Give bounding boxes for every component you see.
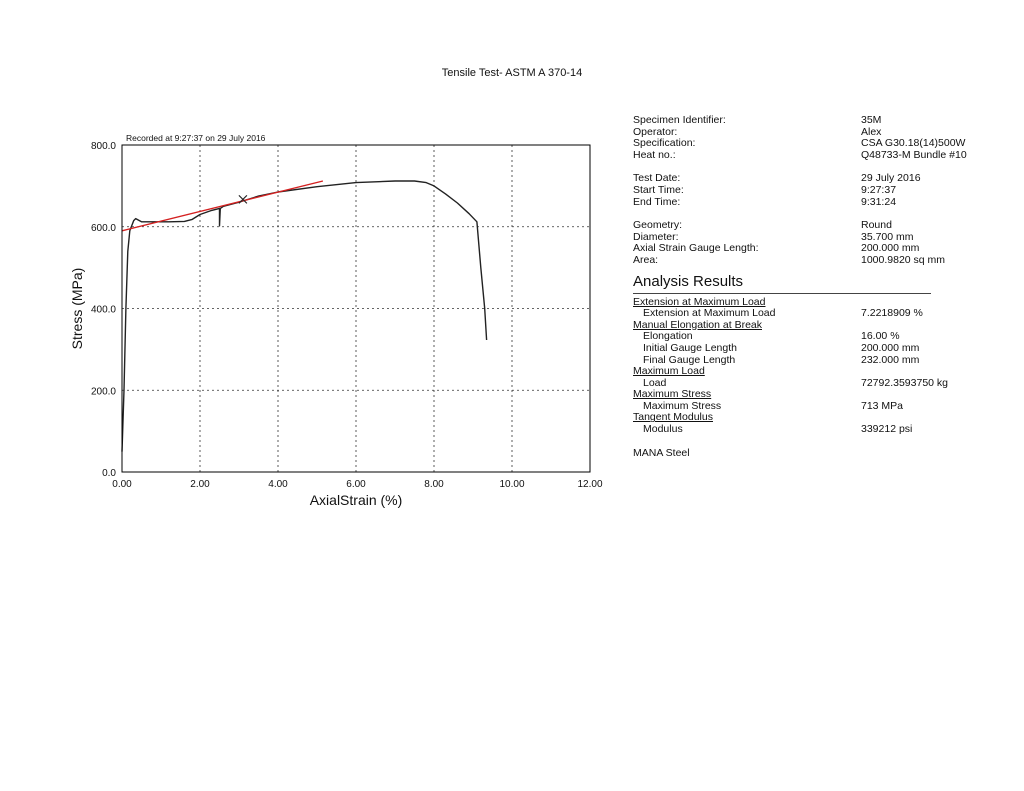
info-value: 200.000 mm	[861, 242, 920, 255]
y-tick-label: 200.0	[91, 386, 116, 397]
info-value: 1000.9820 sq mm	[861, 253, 946, 266]
info-label: End Time:	[633, 195, 681, 208]
analysis-value: 72792.3593750 kg	[861, 376, 948, 389]
analysis-value: 713 MPa	[861, 399, 904, 412]
analysis-group-title: Tangent Modulus	[633, 411, 713, 424]
x-tick-label: 12.00	[577, 479, 602, 490]
analysis-row: Final Gauge Length 232.000 mm	[633, 353, 993, 367]
x-tick-label: 4.00	[268, 479, 288, 490]
x-tick-label: 6.00	[346, 479, 366, 490]
series-line-1	[121, 180, 324, 232]
y-axis-label: Stress (MPa)	[69, 268, 85, 350]
specimen-block: Specimen Identifier: 35M Operator: Alex Spec…	[633, 114, 993, 162]
info-label: Operator:	[633, 125, 678, 138]
info-value: 9:31:24	[861, 195, 897, 208]
analysis-row: Load 72792.3593750 kg	[633, 376, 993, 390]
info-row: Area: 1000.9820 sq mm	[633, 253, 993, 267]
analysis-group-title: Maximum Load	[633, 365, 705, 378]
info-row: Specification: CSA G30.18(14)500W	[633, 138, 993, 150]
info-label: Start Time:	[633, 183, 684, 196]
plot-frame	[121, 144, 591, 473]
x-tick-label: 2.00	[190, 479, 210, 490]
info-row: Axial Strain Gauge Length: 200.000 mm	[633, 243, 993, 255]
analysis-row: Extension at Maximum Load 7.2218909 %	[633, 308, 993, 320]
x-tick-label: 10.00	[499, 479, 524, 490]
y-tick-label: 0.0	[102, 468, 116, 479]
analysis-row: Modulus 339212 psi	[633, 423, 993, 436]
info-label: Heat no.:	[633, 148, 676, 161]
info-label: Test Date:	[633, 172, 681, 185]
info-label: Geometry:	[633, 219, 683, 232]
y-tick-label: 800.0	[91, 141, 116, 152]
info-row: Heat no.: Q48733-M Bundle #10	[633, 148, 993, 162]
analysis-row: Elongation 16.00 %	[633, 331, 993, 343]
analysis-label: Final Gauge Length	[643, 353, 736, 366]
analysis-label: Elongation	[643, 330, 693, 343]
info-value: Round	[861, 219, 892, 232]
info-row: Test Date: 29 July 2016	[633, 173, 993, 185]
analysis-value: 232.000 mm	[861, 353, 920, 366]
info-value: Q48733-M Bundle #10	[861, 148, 967, 161]
analysis-group-title: Maximum Stress	[633, 388, 712, 401]
analysis-heading: Analysis Results	[633, 273, 931, 294]
info-row: Operator: Alex	[633, 125, 993, 139]
series-layer	[121, 180, 488, 452]
analysis-label: Initial Gauge Length	[643, 341, 737, 354]
recorded-annotation: Recorded at 9:27:37 on 29 July 2016	[126, 133, 266, 143]
info-label: Specification:	[633, 137, 696, 150]
analysis-group-title: Extension at Maximum Load	[633, 295, 766, 308]
info-value: 29 July 2016	[861, 172, 921, 185]
page-title: Tensile Test- ASTM A 370-14	[441, 67, 583, 79]
analysis-value: 7.2218909 %	[861, 307, 923, 320]
info-row: Diameter: 35.700 mm	[633, 230, 993, 244]
info-value: Alex	[861, 125, 882, 138]
stress-strain-chart: 0.00 2.00 4.00 6.00 8.00 10.00 12.00 0.0 200.0 40…	[69, 133, 603, 508]
info-label: Area:	[633, 253, 659, 266]
info-row: Start Time: 9:27:37	[633, 183, 993, 197]
x-axis-label: AxialStrain (%)	[310, 492, 403, 508]
analysis-label: Maximum Stress	[643, 399, 722, 412]
analysis-group-title: Manual Elongation at Break	[633, 318, 762, 331]
analysis-value: 339212 psi	[861, 423, 913, 436]
info-row: End Time: 9:31:24	[633, 195, 993, 209]
info-row: Specimen Identifier: 35M	[633, 114, 993, 127]
info-value: 9:27:37	[861, 183, 897, 196]
analysis-value: 200.000 mm	[861, 341, 920, 354]
series-line-0	[121, 180, 488, 452]
info-value: CSA G30.18(14)500W	[861, 137, 966, 150]
tick-labels: 0.00 2.00 4.00 6.00 8.00 10.00 12.00 0.0 200.0 40…	[91, 141, 603, 490]
info-value: 35.700 mm	[861, 230, 914, 243]
analysis-row: Initial Gauge Length 200.000 mm	[633, 341, 993, 355]
info-label: Specimen Identifier:	[633, 114, 726, 126]
info-label: Axial Strain Gauge Length:	[633, 242, 759, 255]
info-row: Geometry: Round	[633, 220, 993, 232]
y-tick-label: 600.0	[91, 223, 116, 234]
company-name: MANA Steel	[633, 446, 690, 459]
x-tick-label: 8.00	[424, 479, 444, 490]
test-info-panel: Specimen Identifier: 35M Operator: Alex Spec…	[633, 114, 993, 459]
analysis-value: 16.00 %	[861, 330, 900, 343]
analysis-label: Modulus	[643, 423, 683, 436]
geometry-block: Geometry: Round Diameter: 35.700 mm Axial St…	[633, 220, 993, 266]
analysis-label: Load	[643, 376, 667, 389]
y-tick-label: 400.0	[91, 305, 116, 316]
info-label: Diameter:	[633, 230, 679, 243]
x-marker-0	[238, 194, 248, 204]
analysis-row: Maximum Stress 713 MPa	[633, 399, 993, 413]
analysis-label: Extension at Maximum Load	[643, 307, 776, 320]
grid-layer	[122, 145, 590, 472]
times-block: Test Date: 29 July 2016 Start Time: 9:27:37…	[633, 173, 993, 208]
info-value: 35M	[861, 114, 882, 126]
x-tick-label: 0.00	[112, 479, 132, 490]
analysis-block: Extension at Maximum Load Extension at Ma…	[633, 295, 993, 436]
